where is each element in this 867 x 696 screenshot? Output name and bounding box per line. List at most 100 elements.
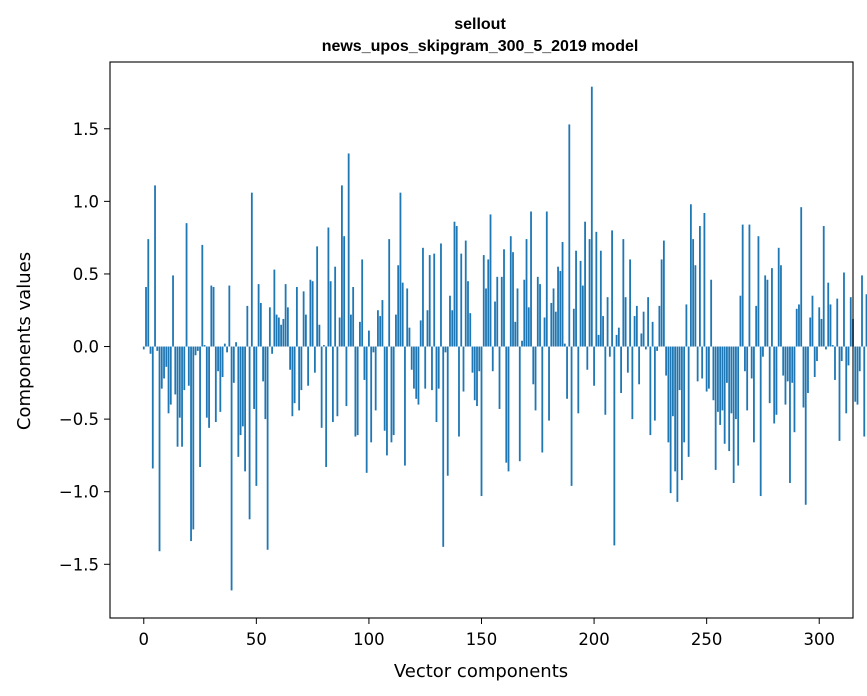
bar-265 xyxy=(739,295,742,347)
bar-133 xyxy=(442,346,445,547)
x-tick-label-0: 0 xyxy=(139,630,150,649)
bar-116 xyxy=(404,346,406,466)
bar-155 xyxy=(491,346,494,372)
bar-206 xyxy=(606,297,609,347)
bar-198 xyxy=(588,239,591,347)
bar-65 xyxy=(289,346,292,370)
bar-270 xyxy=(750,346,753,379)
bar-246 xyxy=(696,346,699,382)
bar-78 xyxy=(318,324,321,347)
bar-137 xyxy=(451,310,454,347)
bar-289 xyxy=(793,346,796,433)
bar-314 xyxy=(849,297,852,347)
bar-181 xyxy=(550,302,553,347)
bar-8 xyxy=(160,346,163,389)
bar-56 xyxy=(268,307,271,347)
bar-97 xyxy=(361,259,364,347)
bar-183 xyxy=(554,311,557,347)
bar-108 xyxy=(386,346,388,456)
bar-230 xyxy=(660,259,663,347)
x-tick-label-200: 200 xyxy=(578,630,610,649)
bar-167 xyxy=(518,346,521,462)
bar-166 xyxy=(516,288,519,347)
bar-170 xyxy=(525,239,528,347)
bar-47 xyxy=(248,346,251,520)
bar-168 xyxy=(521,340,523,347)
bar-307 xyxy=(834,346,836,380)
bar-271 xyxy=(753,346,755,443)
bar-145 xyxy=(469,313,472,347)
bar-237 xyxy=(676,346,679,502)
bar-272 xyxy=(755,305,758,347)
bar-83 xyxy=(329,281,332,347)
bar-42 xyxy=(237,346,240,457)
bar-113 xyxy=(397,265,400,347)
bar-15 xyxy=(176,346,179,447)
bar-225 xyxy=(649,346,652,436)
bar-130 xyxy=(435,346,438,423)
bar-55 xyxy=(266,346,269,550)
bar-29 xyxy=(208,346,210,428)
bar-158 xyxy=(498,346,501,409)
bar-88 xyxy=(341,185,343,347)
bar-96 xyxy=(359,321,361,347)
bar-13 xyxy=(172,275,174,347)
bar-285 xyxy=(784,346,787,405)
bar-178 xyxy=(543,317,546,347)
bar-160 xyxy=(503,249,505,347)
bar-249 xyxy=(703,212,706,347)
bar-69 xyxy=(298,346,301,411)
bar-236 xyxy=(674,346,677,472)
bar-217 xyxy=(631,346,634,420)
bar-103 xyxy=(374,346,377,411)
bar-251 xyxy=(708,346,710,389)
bar-223 xyxy=(644,346,647,350)
bar-316 xyxy=(854,346,857,402)
bar-19 xyxy=(185,223,188,347)
bar-302 xyxy=(822,226,825,347)
bar-142 xyxy=(462,346,465,392)
bar-38 xyxy=(228,285,231,347)
bar-85 xyxy=(334,266,337,347)
bar-30 xyxy=(210,285,213,347)
bar-118 xyxy=(408,327,411,347)
bar-179 xyxy=(545,211,548,347)
bar-276 xyxy=(764,275,767,347)
bar-312 xyxy=(845,346,848,414)
bar-22 xyxy=(192,346,195,530)
bar-305 xyxy=(829,304,832,347)
bar-62 xyxy=(282,318,285,347)
bar-61 xyxy=(280,324,283,347)
bar-106 xyxy=(381,300,384,347)
bar-54 xyxy=(264,346,267,420)
bar-153 xyxy=(487,259,490,347)
bar-216 xyxy=(629,259,631,347)
bar-287 xyxy=(789,346,791,483)
bar-319 xyxy=(861,275,863,347)
bar-309 xyxy=(838,346,841,441)
y-tick-label-3: 0.0 xyxy=(73,338,99,357)
x-tick-label-100: 100 xyxy=(353,630,385,649)
bar-228 xyxy=(656,346,659,351)
bar-196 xyxy=(584,221,586,347)
bar-126 xyxy=(426,310,429,347)
chart-title-line-2: news_upos_skipgram_300_5_2019 model xyxy=(322,38,639,55)
bar-306 xyxy=(831,345,834,347)
bar-171 xyxy=(527,307,530,347)
bar-252 xyxy=(710,279,713,347)
bar-162 xyxy=(507,346,510,472)
bar-72 xyxy=(304,314,307,347)
bar-195 xyxy=(581,285,584,347)
bar-51 xyxy=(257,284,260,347)
bar-212 xyxy=(620,346,622,393)
bar-32 xyxy=(214,346,217,423)
bar-299 xyxy=(816,346,818,362)
bar-296 xyxy=(809,317,812,347)
bar-248 xyxy=(701,346,704,379)
bar-280 xyxy=(773,346,776,424)
bar-33 xyxy=(217,346,219,372)
bar-3 xyxy=(149,346,152,354)
bar-107 xyxy=(383,346,386,431)
bar-37 xyxy=(226,346,228,353)
